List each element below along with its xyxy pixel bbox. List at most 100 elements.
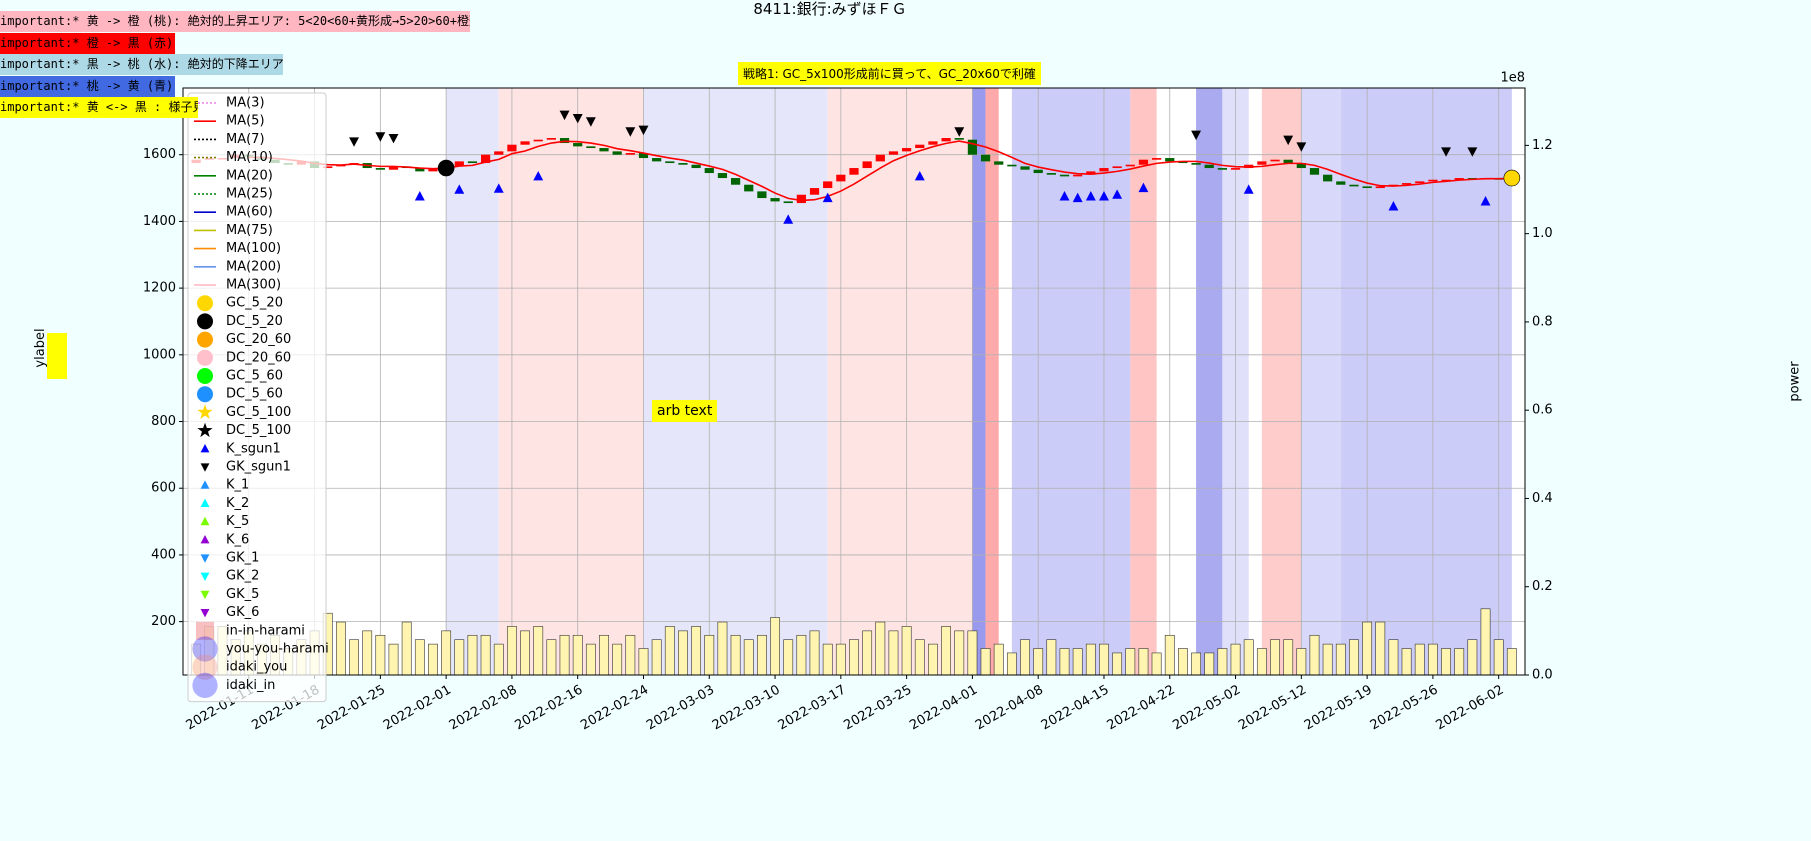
- candle: [573, 143, 583, 147]
- volume-bar: [835, 643, 846, 676]
- marker: [914, 170, 925, 181]
- legend-label: K_sgun1: [226, 441, 281, 456]
- x-tick-label: 2022-02-01: [381, 683, 454, 734]
- candle: [1059, 174, 1070, 177]
- volume-bar: [599, 634, 609, 676]
- volume-bar: [691, 626, 702, 676]
- candle: [638, 153, 649, 159]
- legend-label: MA(5): [226, 114, 265, 129]
- legend-marker: [200, 590, 210, 600]
- volume-bar: [625, 634, 636, 676]
- volume-bar: [1401, 648, 1412, 676]
- candle: [1309, 168, 1320, 175]
- legend-label: MA(25): [226, 187, 273, 202]
- candle: [1454, 178, 1464, 180]
- x-tick-label: 2022-05-12: [1236, 683, 1309, 734]
- marker: [1099, 190, 1109, 201]
- legend-marker: [200, 572, 210, 581]
- marker: [783, 214, 794, 224]
- marker: [349, 137, 359, 147]
- candle: [1007, 164, 1017, 167]
- volume-bar: [1046, 639, 1057, 676]
- legend-marker: [197, 331, 213, 348]
- y-axis-box: ylabel: [33, 328, 67, 379]
- marker: [388, 133, 399, 144]
- volume-bar: [454, 639, 465, 676]
- y-tick-label: 1600: [143, 147, 176, 162]
- volume-bar: [1230, 643, 1241, 676]
- marker: [1059, 190, 1070, 201]
- candle: [1296, 163, 1306, 169]
- candle: [757, 191, 767, 199]
- y2-tick-label: 1.0: [1532, 226, 1553, 241]
- volume-bar: [809, 630, 820, 676]
- candle: [783, 201, 793, 204]
- shaded-span: [1340, 88, 1512, 675]
- volume-bar: [1296, 648, 1307, 676]
- y2-tick-label: 0.6: [1532, 403, 1553, 418]
- legend-label: GK_6: [226, 605, 259, 620]
- y2-tick-label: 1.2: [1532, 138, 1553, 153]
- candle: [902, 148, 912, 152]
- x-tick-label: 2022-03-17: [776, 683, 849, 734]
- x-tick-label: 2022-04-01: [907, 683, 980, 734]
- volume-bar: [1283, 639, 1294, 676]
- volume-bar: [1204, 652, 1215, 676]
- y-tick-label: 200: [151, 614, 176, 629]
- candle: [744, 184, 754, 192]
- legend-label: K_1: [226, 478, 249, 493]
- candle: [928, 141, 938, 145]
- x-tick-label: 2022-04-22: [1105, 683, 1178, 734]
- candle: [1349, 184, 1359, 187]
- legend-label: K_5: [226, 514, 249, 529]
- legend-marker: [196, 621, 214, 640]
- volume-bar: [1480, 608, 1491, 676]
- x-tick-label: 2022-03-25: [841, 683, 914, 734]
- volume-bar: [1059, 648, 1070, 676]
- volume-bar: [441, 630, 452, 676]
- legend-label: MA(7): [226, 132, 265, 147]
- candle: [467, 161, 478, 164]
- volume-bar: [743, 639, 754, 676]
- candle: [980, 154, 991, 162]
- volume-bar: [612, 643, 623, 676]
- candle: [1165, 158, 1175, 162]
- y-tick-label: 1400: [143, 214, 176, 229]
- marker: [954, 127, 965, 137]
- x-tick-label: 2022-02-08: [447, 683, 520, 734]
- candle: [796, 194, 806, 204]
- volume-bar: [507, 626, 517, 676]
- volume-bar: [1506, 648, 1517, 676]
- candle: [494, 151, 504, 155]
- candle: [428, 168, 438, 172]
- x-tick-label: 2022-04-08: [973, 683, 1046, 734]
- candle: [836, 174, 846, 182]
- marker: [638, 125, 649, 136]
- volume-bar: [756, 634, 767, 676]
- candle: [691, 164, 701, 169]
- legend-label: GK_2: [226, 569, 259, 584]
- legend-marker: [192, 654, 218, 680]
- candle: [967, 139, 978, 155]
- annotation: important:* 橙 -> 黒 (赤):: [0, 33, 175, 54]
- candle: [1375, 186, 1385, 189]
- legend-label: MA(3): [226, 96, 265, 111]
- legend-marker: [200, 463, 210, 472]
- volume-bar: [1375, 621, 1386, 676]
- candle: [1099, 168, 1109, 172]
- legend-marker: [197, 386, 213, 403]
- x-tick-label: 2022-02-16: [513, 683, 586, 734]
- volume-bar: [1085, 643, 1096, 676]
- y-tick-label: 800: [151, 414, 176, 429]
- y2-offset-label: 1e8: [1500, 71, 1525, 86]
- legend-label: MA(60): [226, 205, 273, 220]
- candle: [388, 166, 399, 170]
- marker: [1138, 182, 1149, 193]
- candle: [1323, 174, 1333, 182]
- volume-bar: [664, 626, 675, 676]
- candle: [730, 178, 741, 185]
- volume-bar: [993, 643, 1004, 676]
- candle: [1204, 164, 1214, 169]
- legend-label: MA(300): [226, 278, 281, 293]
- legend-marker: [200, 498, 210, 507]
